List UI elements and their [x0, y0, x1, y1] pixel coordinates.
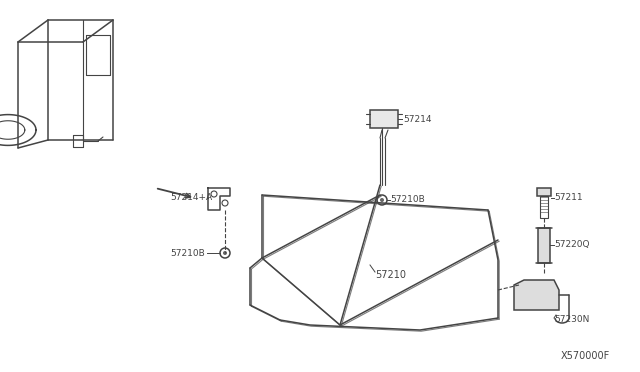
Bar — [537, 188, 551, 196]
Text: X570000F: X570000F — [561, 351, 610, 361]
Bar — [540, 196, 548, 218]
Text: 57210: 57210 — [375, 270, 406, 280]
Text: 57210B: 57210B — [170, 248, 205, 257]
Polygon shape — [514, 280, 559, 310]
Text: 57230N: 57230N — [554, 315, 589, 324]
Circle shape — [223, 251, 227, 255]
Text: 57214: 57214 — [403, 115, 431, 124]
Text: 57214+A: 57214+A — [170, 193, 212, 202]
Bar — [538, 228, 550, 263]
Text: 57220Q: 57220Q — [554, 241, 589, 250]
Text: 57210B: 57210B — [390, 196, 425, 205]
Bar — [370, 110, 398, 128]
Text: 57211: 57211 — [554, 193, 582, 202]
Circle shape — [380, 198, 384, 202]
